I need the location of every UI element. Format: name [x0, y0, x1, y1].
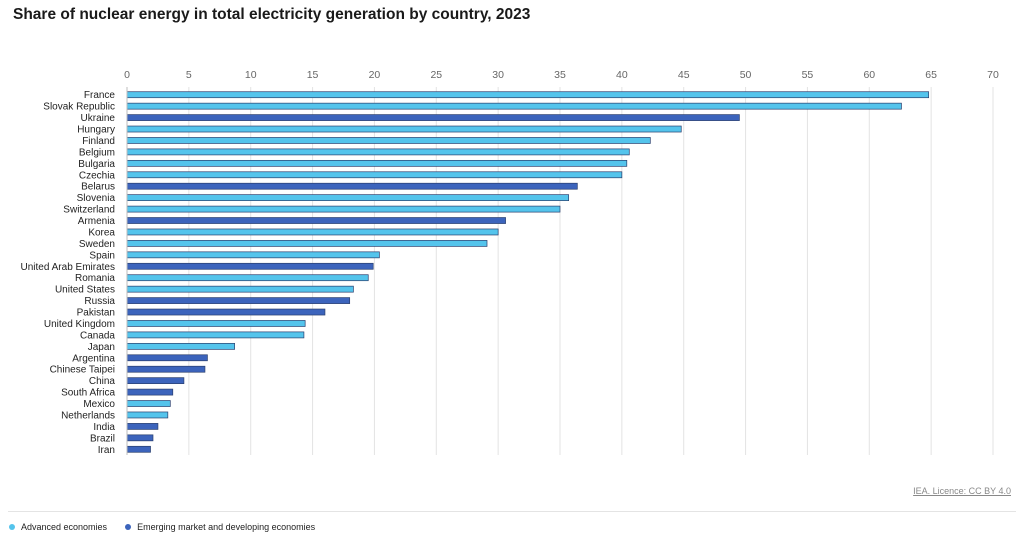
x-tick-label-0: 0: [124, 69, 130, 81]
category-label-netherlands: Netherlands: [61, 410, 115, 421]
bar-united-kingdom: [126, 320, 306, 327]
category-label-japan: Japan: [88, 342, 115, 353]
category-label-hungary: Hungary: [77, 125, 115, 136]
bar-hungary: [126, 125, 682, 133]
category-label-finland: Finland: [82, 136, 115, 147]
category-label-united-kingdom: United Kingdom: [44, 319, 115, 330]
chart-title: Share of nuclear energy in total electri…: [13, 6, 531, 23]
bar-mexico: [126, 400, 171, 407]
category-label-slovak-republic: Slovak Republic: [43, 102, 115, 113]
category-label-romania: Romania: [75, 273, 115, 284]
bar-france: [126, 91, 930, 99]
bar-china: [126, 377, 185, 385]
bar-korea: [126, 228, 499, 236]
category-label-iran: Iran: [98, 445, 115, 456]
x-tick-label-15: 15: [307, 69, 319, 81]
bar-canada: [126, 331, 305, 339]
category-label-belgium: Belgium: [79, 147, 115, 158]
bar-slovak-republic: [126, 102, 902, 110]
category-label-russia: Russia: [84, 296, 115, 307]
bar-sweden: [126, 240, 488, 247]
category-label-france: France: [84, 90, 116, 101]
category-label-china: China: [89, 376, 116, 387]
category-label-slovenia: Slovenia: [77, 193, 116, 204]
category-label-pakistan: Pakistan: [77, 308, 115, 319]
x-tick-label-55: 55: [802, 69, 814, 81]
bar-belgium: [126, 148, 630, 156]
category-label-united-arab-emirates: United Arab Emirates: [21, 262, 116, 273]
x-tick-label-65: 65: [925, 69, 937, 81]
bar-argentina: [126, 354, 208, 362]
bar-finland: [126, 137, 651, 144]
category-label-armenia: Armenia: [78, 216, 116, 227]
category-label-switzerland: Switzerland: [63, 205, 115, 216]
legend-item-advanced[interactable]: Advanced economies: [9, 522, 107, 532]
x-tick-label-30: 30: [492, 69, 504, 81]
bar-czechia: [126, 171, 623, 179]
x-tick-label-45: 45: [678, 69, 690, 81]
legend-advanced-label: Advanced economies: [21, 522, 108, 532]
bar-netherlands: [126, 411, 169, 419]
legend: Advanced economies Emerging market and d…: [9, 522, 315, 532]
category-label-spain: Spain: [89, 250, 115, 261]
legend-advanced-swatch: [9, 524, 15, 530]
bar-armenia: [126, 217, 506, 224]
x-tick-label-50: 50: [740, 69, 752, 81]
bar-india: [126, 423, 159, 430]
bar-iran: [126, 445, 151, 453]
bar-brazil: [126, 434, 154, 442]
x-tick-label-60: 60: [863, 69, 875, 81]
bar-japan: [126, 342, 235, 350]
x-tick-label-25: 25: [430, 69, 442, 81]
bar-switzerland: [126, 205, 561, 213]
x-tick-label-20: 20: [369, 69, 381, 81]
legend-divider: [8, 511, 1016, 512]
category-label-belarus: Belarus: [81, 182, 115, 193]
x-tick-label-70: 70: [987, 69, 999, 81]
category-label-korea: Korea: [88, 227, 115, 238]
x-tick-label-5: 5: [186, 69, 192, 81]
bar-romania: [126, 274, 369, 282]
bar-slovenia: [126, 194, 570, 202]
category-label-ukraine: Ukraine: [81, 113, 116, 124]
category-label-mexico: Mexico: [83, 399, 115, 410]
bar-ukraine: [126, 114, 740, 121]
category-label-czechia: Czechia: [79, 170, 116, 181]
bar-bulgaria: [126, 159, 628, 167]
category-label-south-africa: South Africa: [61, 388, 115, 399]
category-label-chinese-taipei: Chinese Taipei: [50, 365, 115, 376]
category-label-bulgaria: Bulgaria: [78, 159, 115, 170]
bar-united-states: [126, 285, 354, 293]
x-tick-label-10: 10: [245, 69, 257, 81]
category-label-brazil: Brazil: [90, 433, 115, 444]
category-label-canada: Canada: [80, 330, 115, 341]
x-tick-label-35: 35: [554, 69, 566, 81]
bar-belarus: [126, 182, 578, 190]
legend-emerging-swatch: [125, 524, 132, 530]
bar-spain: [126, 251, 380, 259]
bar-south-africa: [126, 388, 174, 396]
legend-item-emerging[interactable]: Emerging market and developing economies: [125, 522, 315, 532]
legend-emerging-label: Emerging market and developing economies: [137, 522, 316, 532]
x-tick-label-40: 40: [616, 69, 628, 81]
category-label-sweden: Sweden: [79, 239, 115, 250]
bar-united-arab-emirates: [126, 262, 374, 270]
licence-link[interactable]: IEA. Licence: CC BY 4.0: [913, 486, 1011, 496]
category-label-united-states: United States: [55, 285, 115, 296]
bar-pakistan: [126, 308, 326, 316]
bar-chinese-taipei: [126, 365, 206, 373]
category-label-india: India: [93, 422, 115, 433]
bar-russia: [126, 297, 351, 304]
bar-chart: 0 5 10 15 20 25 30 35 40 45 50 55 60 65 70 FranceSlovak…: [21, 69, 999, 456]
category-label-argentina: Argentina: [72, 353, 115, 364]
